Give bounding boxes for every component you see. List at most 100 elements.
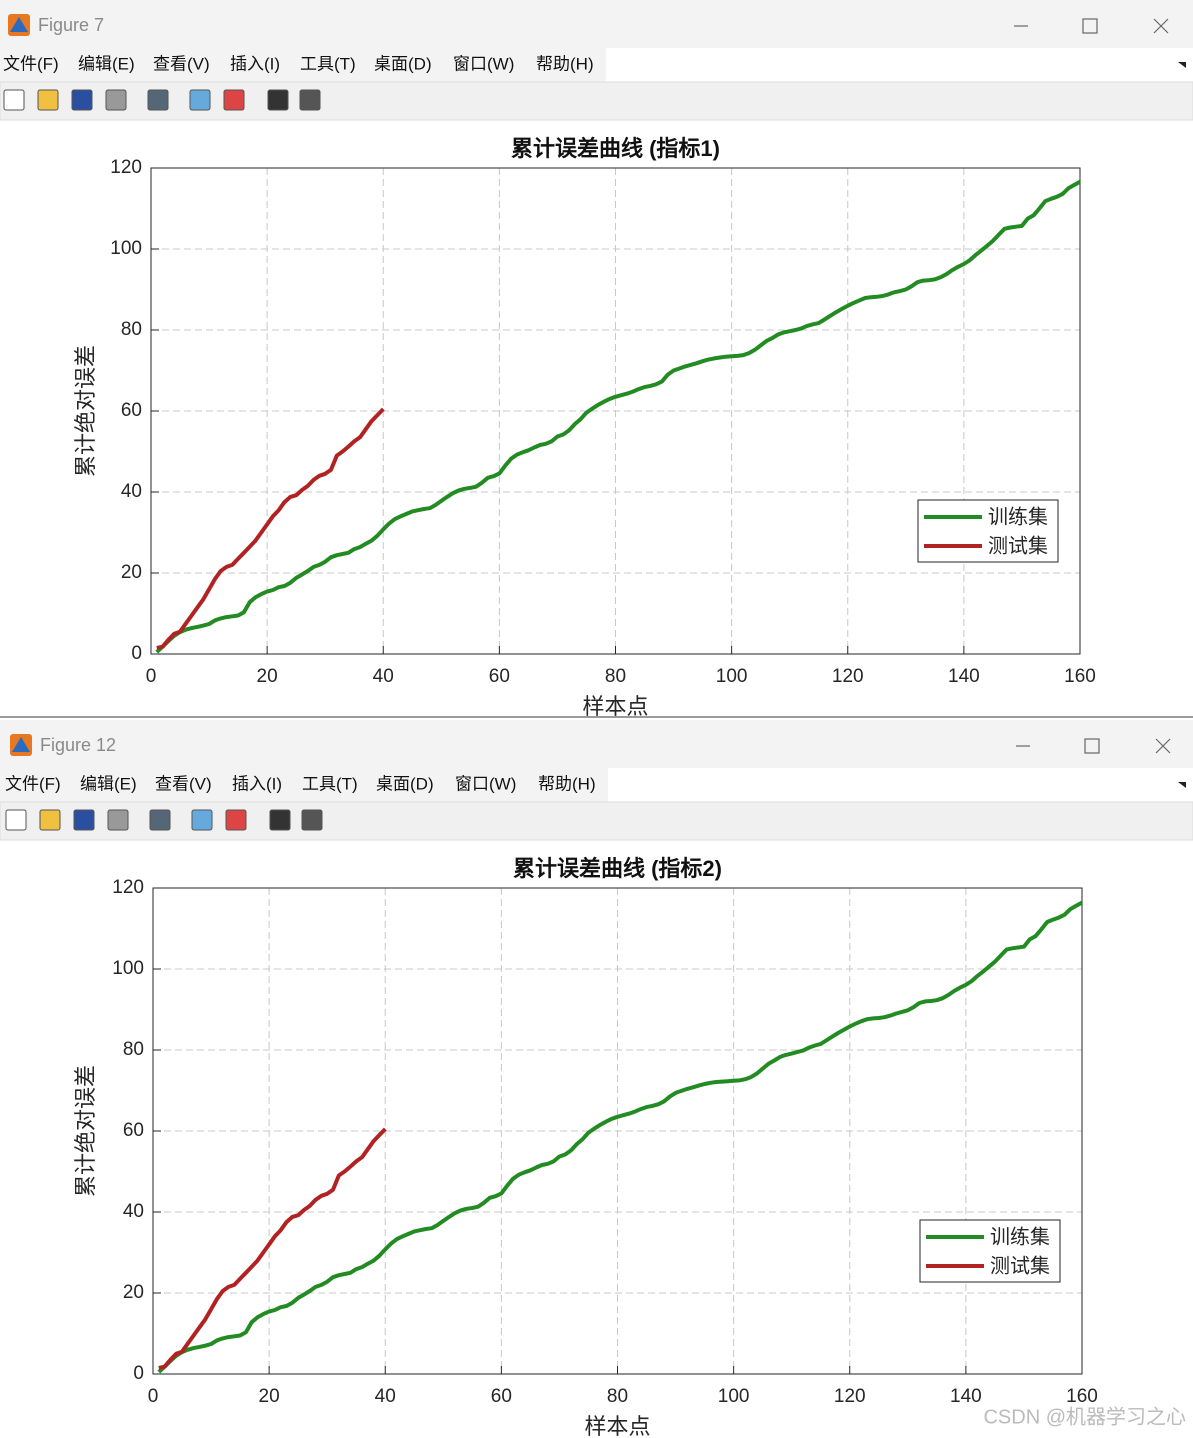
menu-item[interactable]: 工具(T) xyxy=(300,54,356,73)
x-tick-label: 80 xyxy=(605,666,626,687)
toolbar-button[interactable] xyxy=(37,89,59,111)
y-tick-label: 100 xyxy=(112,958,144,979)
axes-box xyxy=(150,167,1081,655)
menu-item[interactable]: 编辑(E) xyxy=(78,54,135,73)
legend-box xyxy=(917,499,1059,563)
toolbar xyxy=(0,801,1193,841)
toolbar-button[interactable] xyxy=(73,809,95,831)
toolbar-button[interactable] xyxy=(299,89,321,111)
x-tick-label: 20 xyxy=(257,666,278,687)
menu-item[interactable]: 桌面(D) xyxy=(374,54,432,73)
toolbar-button[interactable] xyxy=(107,809,129,831)
y-tick-label: 60 xyxy=(121,400,142,421)
watermark: CSDN @机器学习之心 xyxy=(983,1405,1186,1428)
y-tick-label: 120 xyxy=(110,157,142,178)
menu-item[interactable]: 文件(F) xyxy=(3,54,59,73)
x-tick-label: 0 xyxy=(146,666,157,687)
toolbar-button[interactable] xyxy=(149,809,171,831)
x-tick-label: 100 xyxy=(718,1386,750,1407)
x-axis-label: 样本点 xyxy=(584,1414,650,1438)
title-bar xyxy=(0,0,1193,48)
axes-box xyxy=(152,887,1083,1375)
toolbar-button[interactable] xyxy=(189,89,211,111)
legend-label: 训练集 xyxy=(990,1225,1050,1248)
x-tick-label: 120 xyxy=(834,1386,866,1407)
toolbar-button[interactable] xyxy=(225,809,247,831)
x-tick-label: 60 xyxy=(489,666,510,687)
window-title: Figure 7 xyxy=(38,15,104,35)
series-line xyxy=(158,1127,387,1370)
menu-bar-items xyxy=(0,48,606,82)
x-tick-label: 80 xyxy=(607,1386,628,1407)
maximize-button[interactable] xyxy=(1084,738,1100,754)
y-tick-label: 0 xyxy=(131,643,142,664)
app-icon-mark xyxy=(12,737,30,752)
maximize-button[interactable] xyxy=(1082,18,1098,34)
menu-item[interactable]: 文件(F) xyxy=(5,774,61,793)
toolbar-button[interactable] xyxy=(5,809,27,831)
x-tick-label: 120 xyxy=(832,666,864,687)
y-tick-label: 0 xyxy=(133,1363,144,1384)
y-tick-label: 80 xyxy=(123,1039,144,1060)
y-tick-label: 40 xyxy=(123,1201,144,1222)
x-tick-label: 160 xyxy=(1064,666,1096,687)
toolbar-button[interactable] xyxy=(39,809,61,831)
toolbar-button[interactable] xyxy=(191,809,213,831)
menu-arrow xyxy=(1178,62,1186,68)
y-tick-label: 40 xyxy=(121,481,142,502)
toolbar-button[interactable] xyxy=(269,809,291,831)
window-title: Figure 12 xyxy=(40,735,116,755)
menu-item[interactable]: 工具(T) xyxy=(302,774,358,793)
legend-label: 测试集 xyxy=(990,1254,1050,1277)
menu-item[interactable]: 插入(I) xyxy=(232,774,282,793)
toolbar-button[interactable] xyxy=(147,89,169,111)
menu-item[interactable]: 帮助(H) xyxy=(536,54,594,73)
close-button[interactable] xyxy=(1155,738,1171,754)
menu-item[interactable]: 查看(V) xyxy=(153,54,210,73)
series-line xyxy=(156,407,385,650)
close-button[interactable] xyxy=(1153,18,1169,34)
toolbar xyxy=(0,81,1193,121)
x-tick-label: 0 xyxy=(148,1386,159,1407)
menu-item[interactable]: 窗口(W) xyxy=(453,54,514,73)
x-tick-label: 100 xyxy=(716,666,748,687)
toolbar-button[interactable] xyxy=(3,89,25,111)
x-tick-label: 140 xyxy=(950,1386,982,1407)
menu-item[interactable]: 插入(I) xyxy=(230,54,280,73)
y-tick-label: 20 xyxy=(121,562,142,583)
menu-item[interactable]: 编辑(E) xyxy=(80,774,137,793)
x-tick-label: 20 xyxy=(259,1386,280,1407)
y-tick-label: 20 xyxy=(123,1282,144,1303)
chart-title: 累计误差曲线 (指标2) xyxy=(513,856,722,881)
app-icon-mark xyxy=(10,17,28,32)
y-tick-label: 120 xyxy=(112,877,144,898)
menu-item[interactable]: 查看(V) xyxy=(155,774,212,793)
x-tick-label: 40 xyxy=(373,666,394,687)
menu-bar-items xyxy=(0,768,608,802)
menu-arrow xyxy=(1178,782,1186,788)
y-axis-label: 累计绝对误差 xyxy=(73,345,98,477)
menu-item[interactable]: 窗口(W) xyxy=(455,774,516,793)
chart-title: 累计误差曲线 (指标1) xyxy=(511,136,720,161)
y-tick-label: 100 xyxy=(110,238,142,259)
x-axis-label: 样本点 xyxy=(582,694,648,719)
toolbar-button[interactable] xyxy=(267,89,289,111)
x-tick-label: 160 xyxy=(1066,1386,1098,1407)
toolbar-button[interactable] xyxy=(301,809,323,831)
menu-item[interactable]: 帮助(H) xyxy=(538,774,596,793)
legend-label: 测试集 xyxy=(988,534,1048,557)
toolbar-button[interactable] xyxy=(71,89,93,111)
toolbar-button[interactable] xyxy=(223,89,245,111)
title-bar xyxy=(0,720,1193,768)
legend-box xyxy=(919,1219,1061,1283)
x-tick-label: 40 xyxy=(375,1386,396,1407)
x-tick-label: 140 xyxy=(948,666,980,687)
series-line xyxy=(157,900,1083,1374)
toolbar-button[interactable] xyxy=(105,89,127,111)
menu-item[interactable]: 桌面(D) xyxy=(376,774,434,793)
series-line xyxy=(155,180,1081,654)
y-tick-label: 80 xyxy=(121,319,142,340)
y-axis-label: 累计绝对误差 xyxy=(73,1065,98,1197)
